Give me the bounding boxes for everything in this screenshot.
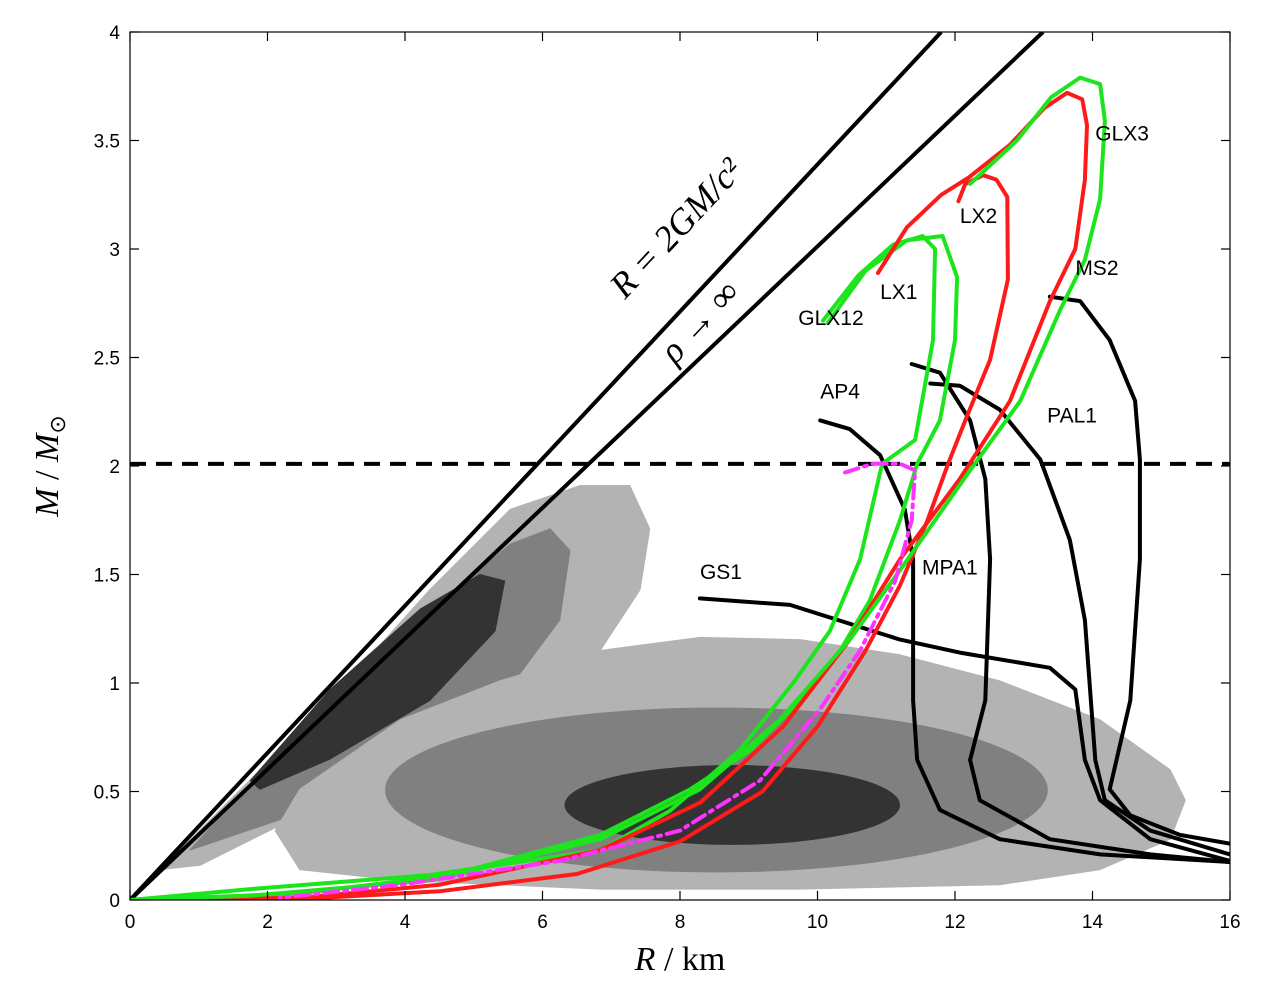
- curve-label-lx2: LX2: [960, 205, 997, 228]
- curve-label-mpa1: MPA1: [922, 557, 978, 580]
- x-tick-label: 4: [400, 912, 411, 933]
- y-tick-label: 2: [109, 457, 120, 478]
- curve-gs1: [697, 596, 1230, 863]
- curve-labels: GS1 AP4 MPA1 PAL1 MS2 GLX12 LX1 LX2 GLX3: [700, 123, 1149, 584]
- x-tick-label: 14: [1082, 912, 1104, 933]
- curve-glx3: [130, 75, 1107, 900]
- x-tick-label: 16: [1219, 912, 1240, 933]
- x-tick-label: 2: [262, 912, 273, 933]
- curve-ap4: [818, 418, 1230, 864]
- y-tick-label: 0: [109, 891, 120, 912]
- y-tick-label: 4: [109, 23, 120, 44]
- curve-label-ap4: AP4: [820, 381, 860, 404]
- curve-pal1: [928, 381, 1230, 857]
- y-tick-label: 0.5: [94, 783, 120, 804]
- x-tick-label: 6: [537, 912, 548, 933]
- x-tick-label: 10: [807, 912, 828, 933]
- curve-lx2: [130, 173, 1010, 900]
- y-tick-label: 1.5: [94, 566, 120, 587]
- curve-ms2: [1047, 294, 1230, 846]
- curve-label-glx12: GLX12: [798, 307, 863, 330]
- eos-curves: [130, 75, 1230, 900]
- x-tick-label: 0: [125, 912, 136, 933]
- contour-left-dark: [249, 574, 506, 790]
- schwarzschild-line: [130, 32, 943, 900]
- curve-label-glx3: GLX3: [1095, 123, 1149, 146]
- x-axis-label: R / km: [634, 941, 726, 978]
- curve-lx1: [130, 90, 1089, 900]
- y-tick-label: 1: [109, 674, 120, 695]
- infinite-density-line: [130, 32, 1045, 900]
- reference-lines: [130, 32, 1230, 900]
- curve-label-gs1: GS1: [700, 561, 742, 584]
- curve-mpa1: [909, 362, 1230, 864]
- y-tick-label: 3: [109, 240, 120, 261]
- x-tick-label: 8: [675, 912, 686, 933]
- curve-label-pal1: PAL1: [1047, 405, 1097, 428]
- y-tick-label: 3.5: [94, 132, 120, 153]
- y-tick-label: 2.5: [94, 349, 120, 370]
- curve-label-lx1: LX1: [880, 281, 917, 304]
- curve-magenta-10: [277, 461, 918, 900]
- x-tick-label: 12: [944, 912, 965, 933]
- axis-ticks: 0 2 4 6 8 10 12 14 16 0 0.5 1 1.5 2 2.5 3 3.5 4: [94, 23, 1241, 933]
- curve-label-ms2: MS2: [1075, 257, 1118, 280]
- y-axis-label: M / M⊙: [29, 415, 70, 518]
- curve-green-6: [130, 234, 960, 900]
